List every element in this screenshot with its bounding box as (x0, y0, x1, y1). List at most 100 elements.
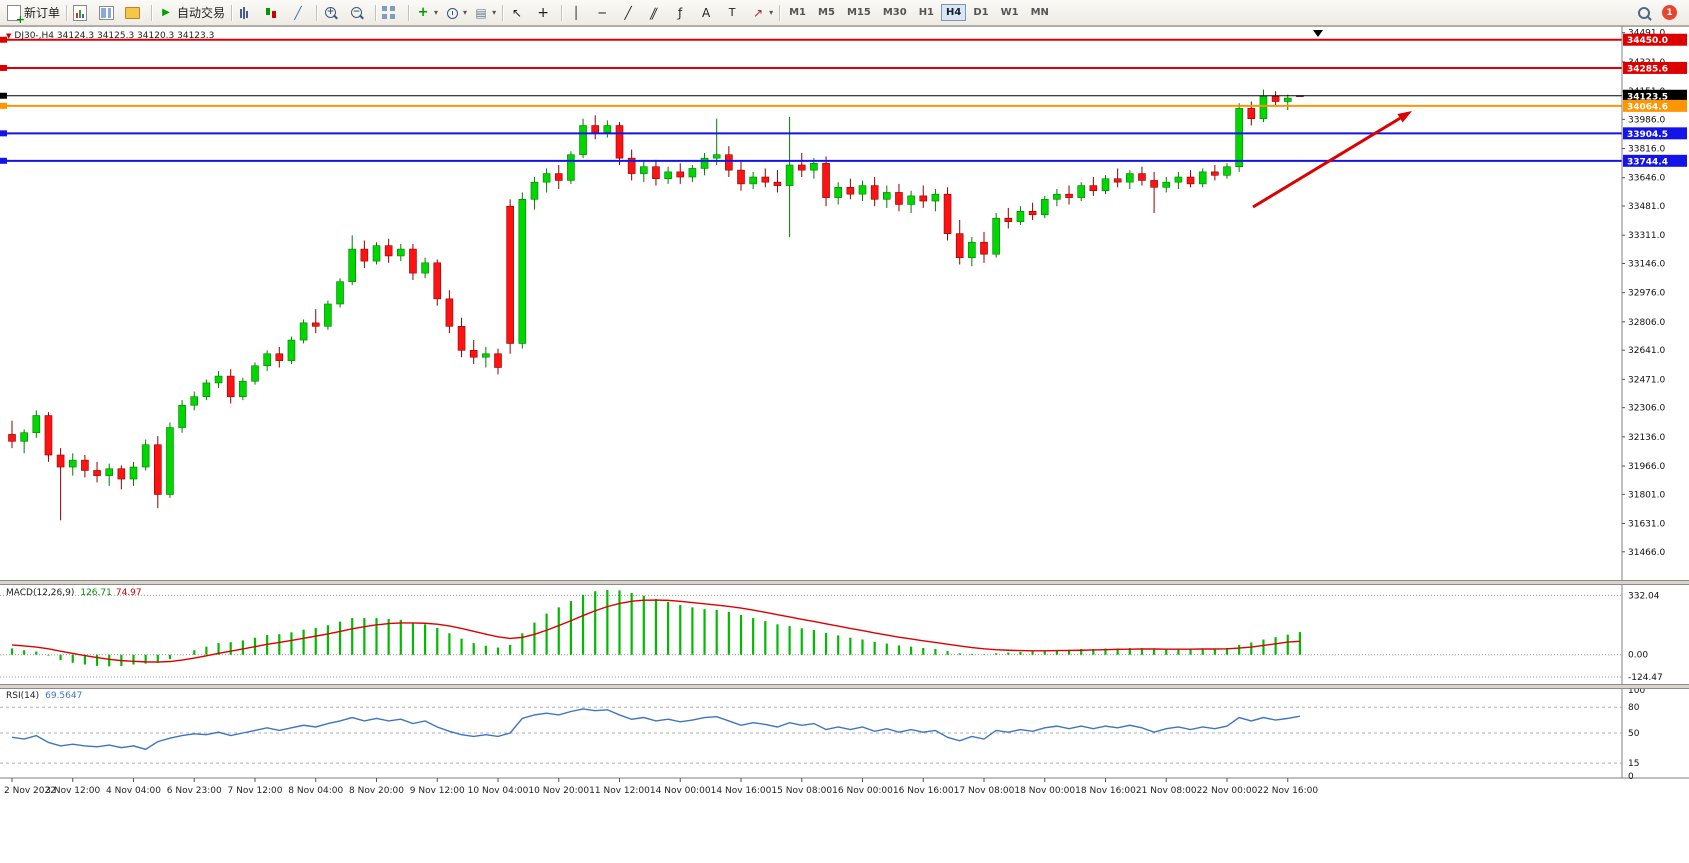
time-tick-label: 16 Nov 16:00 (893, 786, 954, 796)
hline-left-anchor (0, 64, 7, 71)
time-tick-label: 4 Nov 04:00 (106, 786, 161, 796)
macd-label-text: MACD(12,26,9) (6, 588, 75, 598)
price-tick-label: 32306.0 (1628, 404, 1665, 414)
time-tick-label: 8 Nov 04:00 (288, 786, 343, 796)
panel-splitter-rsi[interactable] (0, 684, 1689, 689)
templates-icon (473, 5, 489, 21)
line-chart-icon (290, 5, 306, 21)
axes-group: 34491.034321.034151.033986.033816.033646… (0, 25, 1689, 796)
templates-button[interactable]: ▾ (470, 3, 499, 23)
fibonacci-button[interactable] (669, 3, 695, 23)
price-tick-label: 31966.0 (1628, 462, 1665, 472)
toolbar-divider (779, 4, 781, 21)
zoom-in-icon (323, 5, 339, 21)
time-tick-label: 15 Nov 08:00 (771, 786, 832, 796)
trendline-icon (620, 5, 636, 21)
toolbar-divider (151, 4, 153, 21)
price-tick-label: 31801.0 (1628, 490, 1665, 500)
text-label-button[interactable] (721, 3, 747, 23)
down-arrow-marker[interactable] (1313, 30, 1323, 37)
macd-tick-label: 332.04 (1628, 591, 1660, 601)
equidistant-channel-button[interactable] (643, 3, 669, 23)
vertical-line-icon (568, 5, 584, 21)
vertical-line-button[interactable] (565, 3, 591, 23)
price-tick-label: 33146.0 (1628, 260, 1665, 270)
svg-text:34123.5: 34123.5 (1627, 92, 1668, 102)
trendline-button[interactable] (617, 3, 643, 23)
market-watch-button[interactable] (96, 3, 122, 23)
periods-button[interactable]: ▾ (441, 3, 470, 23)
rsi-indicator-label: RSI(14) 69.5647 (6, 691, 82, 701)
autotrading-button[interactable]: 自动交易 (155, 3, 228, 23)
timeframe-h1[interactable]: H1 (918, 7, 935, 18)
time-tick-label: 3 Nov 12:00 (45, 786, 100, 796)
macd-signal-line (11, 599, 1300, 663)
text-button[interactable] (695, 3, 721, 23)
arrows-button[interactable]: ▾ (747, 3, 776, 23)
hline-left-anchor (0, 130, 7, 137)
autotrading-icon (158, 5, 174, 21)
timeframe-d1[interactable]: D1 (973, 7, 989, 18)
time-tick-label: 17 Nov 08:00 (954, 786, 1015, 796)
horizontal-line-icon (594, 5, 610, 21)
navigator-icon (125, 6, 141, 19)
chart-title-text: DJ30-,H4 34124.3 34125.3 34120.3 34123.3 (14, 31, 215, 41)
cursor-button[interactable] (506, 3, 532, 23)
indicators-button[interactable]: ▾ (412, 3, 441, 23)
zoom-out-button[interactable] (346, 3, 372, 23)
time-tick-label: 8 Nov 20:00 (349, 786, 404, 796)
text-icon (698, 5, 714, 21)
search-icon[interactable] (1636, 5, 1652, 21)
svg-text:34450.0: 34450.0 (1627, 36, 1668, 46)
price-tick-label: 34491.0 (1628, 29, 1665, 39)
price-badge (1623, 99, 1687, 112)
timeframe-w1[interactable]: W1 (1000, 7, 1019, 18)
trend-arrow-object[interactable] (1252, 111, 1412, 209)
notification-badge[interactable]: 1 (1662, 5, 1677, 20)
indicators-caret-icon: ▾ (434, 8, 439, 17)
candles-chart-button[interactable] (261, 3, 287, 23)
zoom-in-button[interactable] (320, 3, 346, 23)
time-tick-label: 7 Nov 12:00 (228, 786, 283, 796)
price-badge (1623, 61, 1687, 74)
time-tick-label: 14 Nov 16:00 (711, 786, 772, 796)
new-chart-button[interactable] (70, 3, 96, 23)
line-chart-button[interactable] (287, 3, 313, 23)
crosshair-button[interactable] (532, 3, 558, 23)
new-order-button[interactable]: 新订单 (4, 3, 63, 26)
timeframe-m15[interactable]: M15 (846, 7, 871, 18)
price-tick-label: 32136.0 (1628, 433, 1665, 443)
indicators-icon (415, 5, 431, 21)
time-tick-label: 18 Nov 00:00 (1014, 786, 1075, 796)
navigator-button[interactable] (122, 3, 148, 23)
price-tick-label: 31466.0 (1628, 548, 1665, 558)
tile-windows-button[interactable] (379, 3, 405, 23)
equidistant-channel-icon (646, 5, 662, 21)
toolbar-right: 1 (1636, 5, 1685, 21)
periods-icon (444, 5, 460, 21)
toolbar-divider (502, 4, 504, 21)
rsi-value: 69.5647 (45, 691, 83, 701)
price-tick-label: 31631.0 (1628, 519, 1665, 529)
new-order-label: 新订单 (24, 6, 61, 20)
timeframe-m30[interactable]: M30 (882, 7, 907, 18)
chart-ohlc-title: ▼ DJ30-,H4 34124.3 34125.3 34120.3 34123.… (6, 31, 214, 41)
toolbar-divider (316, 4, 318, 21)
timeframe-mn[interactable]: MN (1030, 7, 1049, 18)
rsi-line (11, 708, 1301, 751)
timeframe-h4[interactable]: H4 (941, 4, 967, 21)
price-tick-label: 32976.0 (1628, 289, 1665, 299)
price-tick-label: 33986.0 (1628, 115, 1665, 125)
macd-panel (0, 590, 1622, 678)
bars-chart-button[interactable] (235, 3, 261, 23)
horizontal-line-button[interactable] (591, 3, 617, 23)
timeframe-m5[interactable]: M5 (818, 7, 835, 18)
time-tick-label: 21 Nov 08:00 (1136, 786, 1197, 796)
macd-indicator-label: MACD(12,26,9) 126.71 74.97 (6, 588, 142, 598)
timeframe-m1[interactable]: M1 (789, 7, 807, 18)
time-tick-label: 14 Nov 00:00 (650, 786, 711, 796)
panel-splitter-macd[interactable] (0, 580, 1689, 585)
arrows-caret-icon: ▾ (769, 8, 774, 17)
hline-left-anchor (0, 102, 7, 109)
